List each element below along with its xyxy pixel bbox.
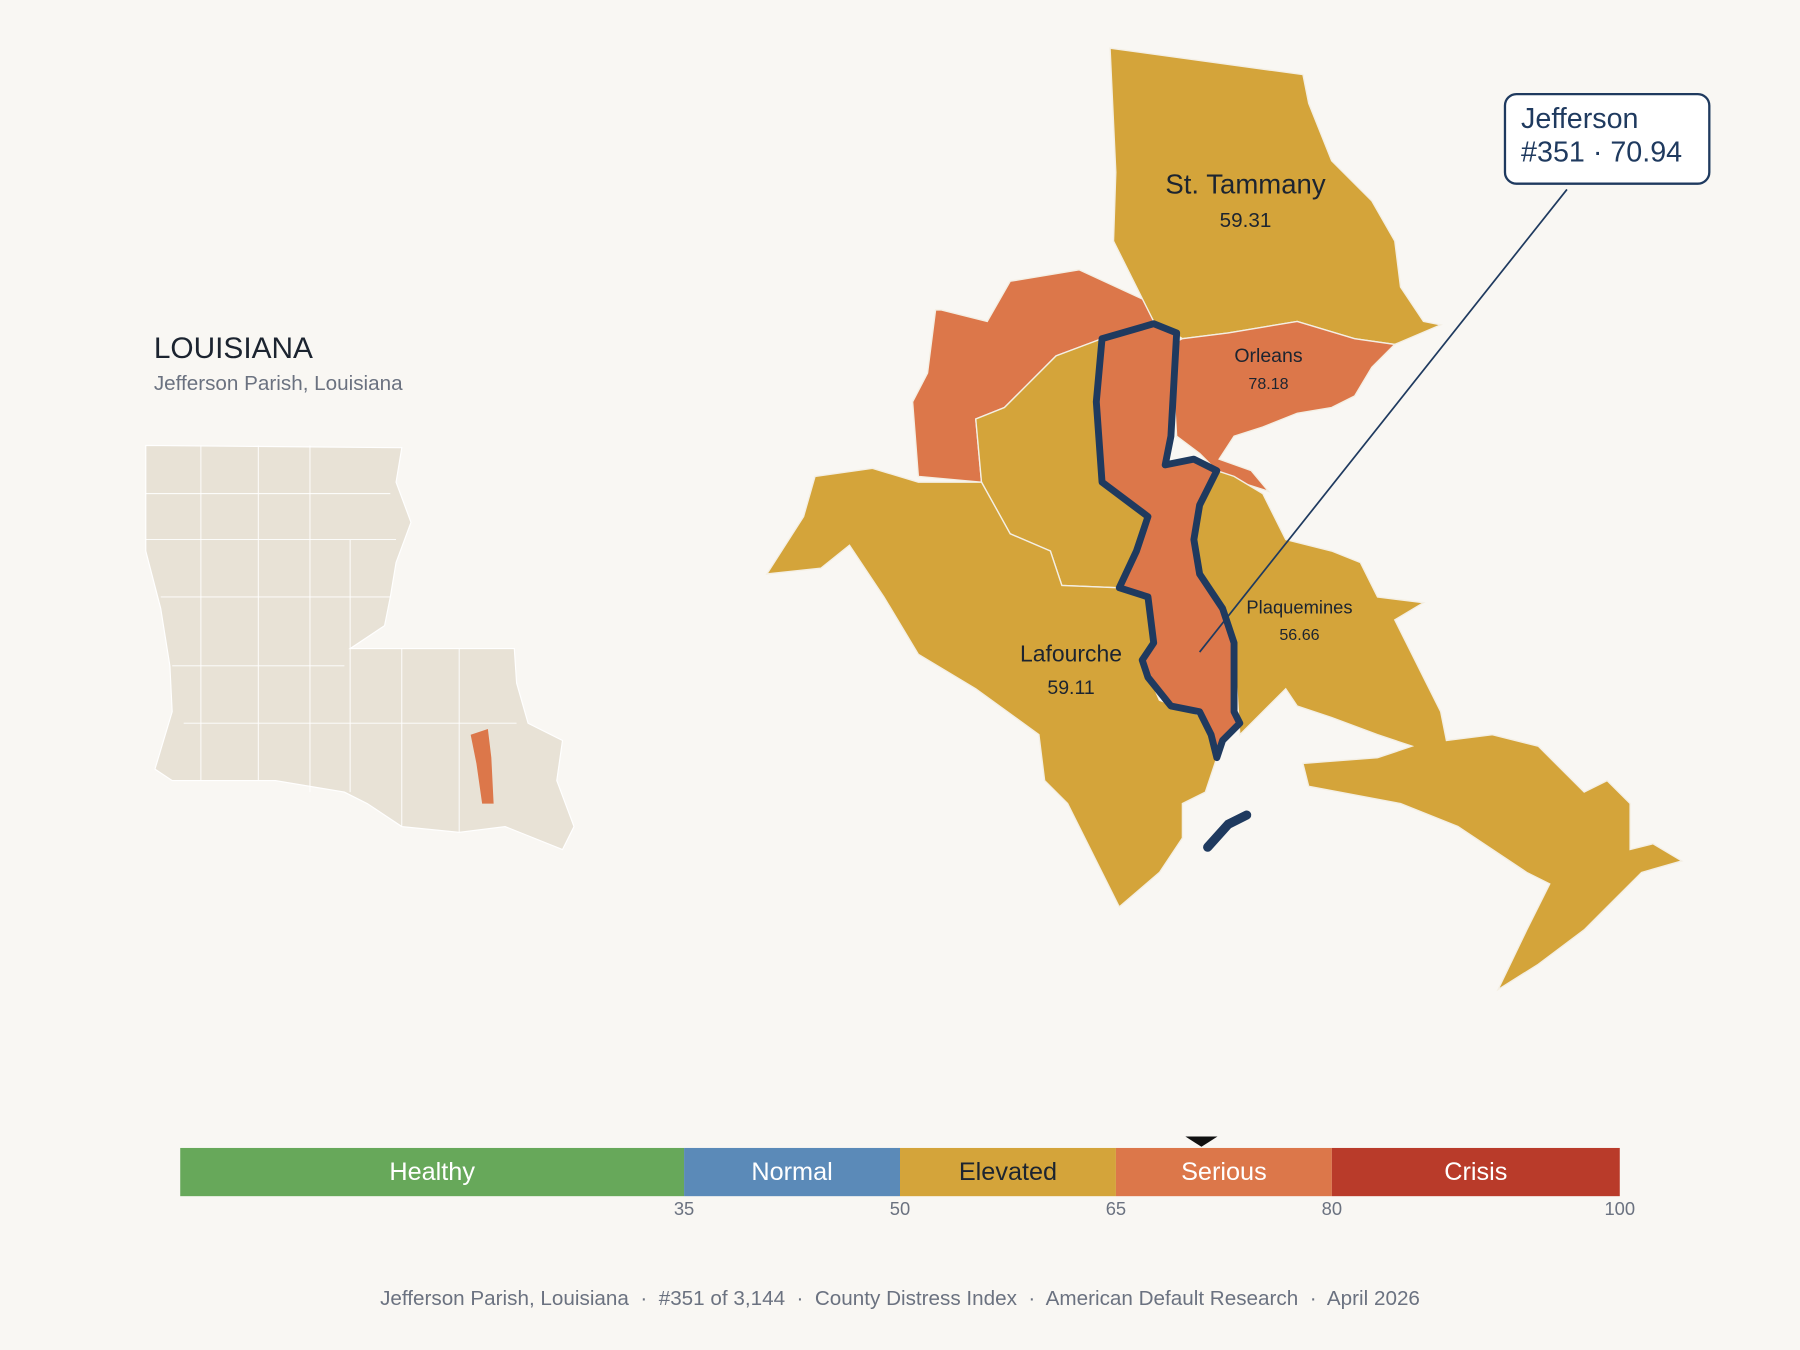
state-outline [145,444,575,851]
scale-band [180,1147,685,1197]
parish-score: 78.18 [1248,375,1288,393]
scale-band [1115,1147,1332,1197]
parish-score: 59.11 [1047,677,1094,699]
parish-shape [765,467,1218,908]
score-scale: Healthy Normal Elevated Serious Crisis 35 50 65… [180,1136,1635,1219]
band-label: Crisis [1444,1158,1507,1186]
parish-shape [1193,469,1684,992]
scale-tick-label: 65 [1106,1198,1126,1219]
callout-rank: #351 · 70.94 [1521,136,1682,168]
parish-name: Plaquemines [1246,596,1352,617]
band-label: Normal [751,1158,832,1186]
region-map: St. Tammany 59.31 Orleans 78.18 Plaquemi… [765,47,1711,992]
scale-tick-label: 50 [890,1198,910,1219]
band-label: Elevated [959,1158,1057,1186]
parish-score: 56.66 [1279,626,1319,644]
parish-name: Orleans [1234,345,1303,367]
callout-leader [1198,188,1568,653]
state-inset [145,444,575,851]
highlight-shape [1092,320,1244,762]
inset-parish-lines [145,445,517,833]
scale-band [900,1147,1116,1197]
band-label: Healthy [389,1158,475,1186]
state-title: LOUISIANA [154,332,313,365]
callout-box [1503,92,1711,185]
band-label: Serious [1181,1158,1267,1186]
highlight-island [1203,810,1252,852]
parish-score: 59.31 [1220,209,1272,232]
scale-band [684,1147,900,1197]
score-marker [1185,1136,1218,1147]
scale-tick-label: 100 [1604,1198,1635,1219]
footer: Jefferson Parish, Louisiana · #351 of 3,… [380,1287,1420,1310]
parish-name: St. Tammany [1165,168,1325,199]
scale-tick-label: 80 [1322,1198,1342,1219]
callout-name: Jefferson [1521,103,1638,135]
inset-highlight [470,728,494,804]
scale-tick-label: 35 [674,1198,694,1219]
scale-band [1331,1147,1620,1197]
parish-shape [1170,320,1397,493]
parish-shape [1109,47,1444,346]
parish-name: Lafourche [1020,641,1122,667]
subtitle: Jefferson Parish, Louisiana [154,372,403,395]
